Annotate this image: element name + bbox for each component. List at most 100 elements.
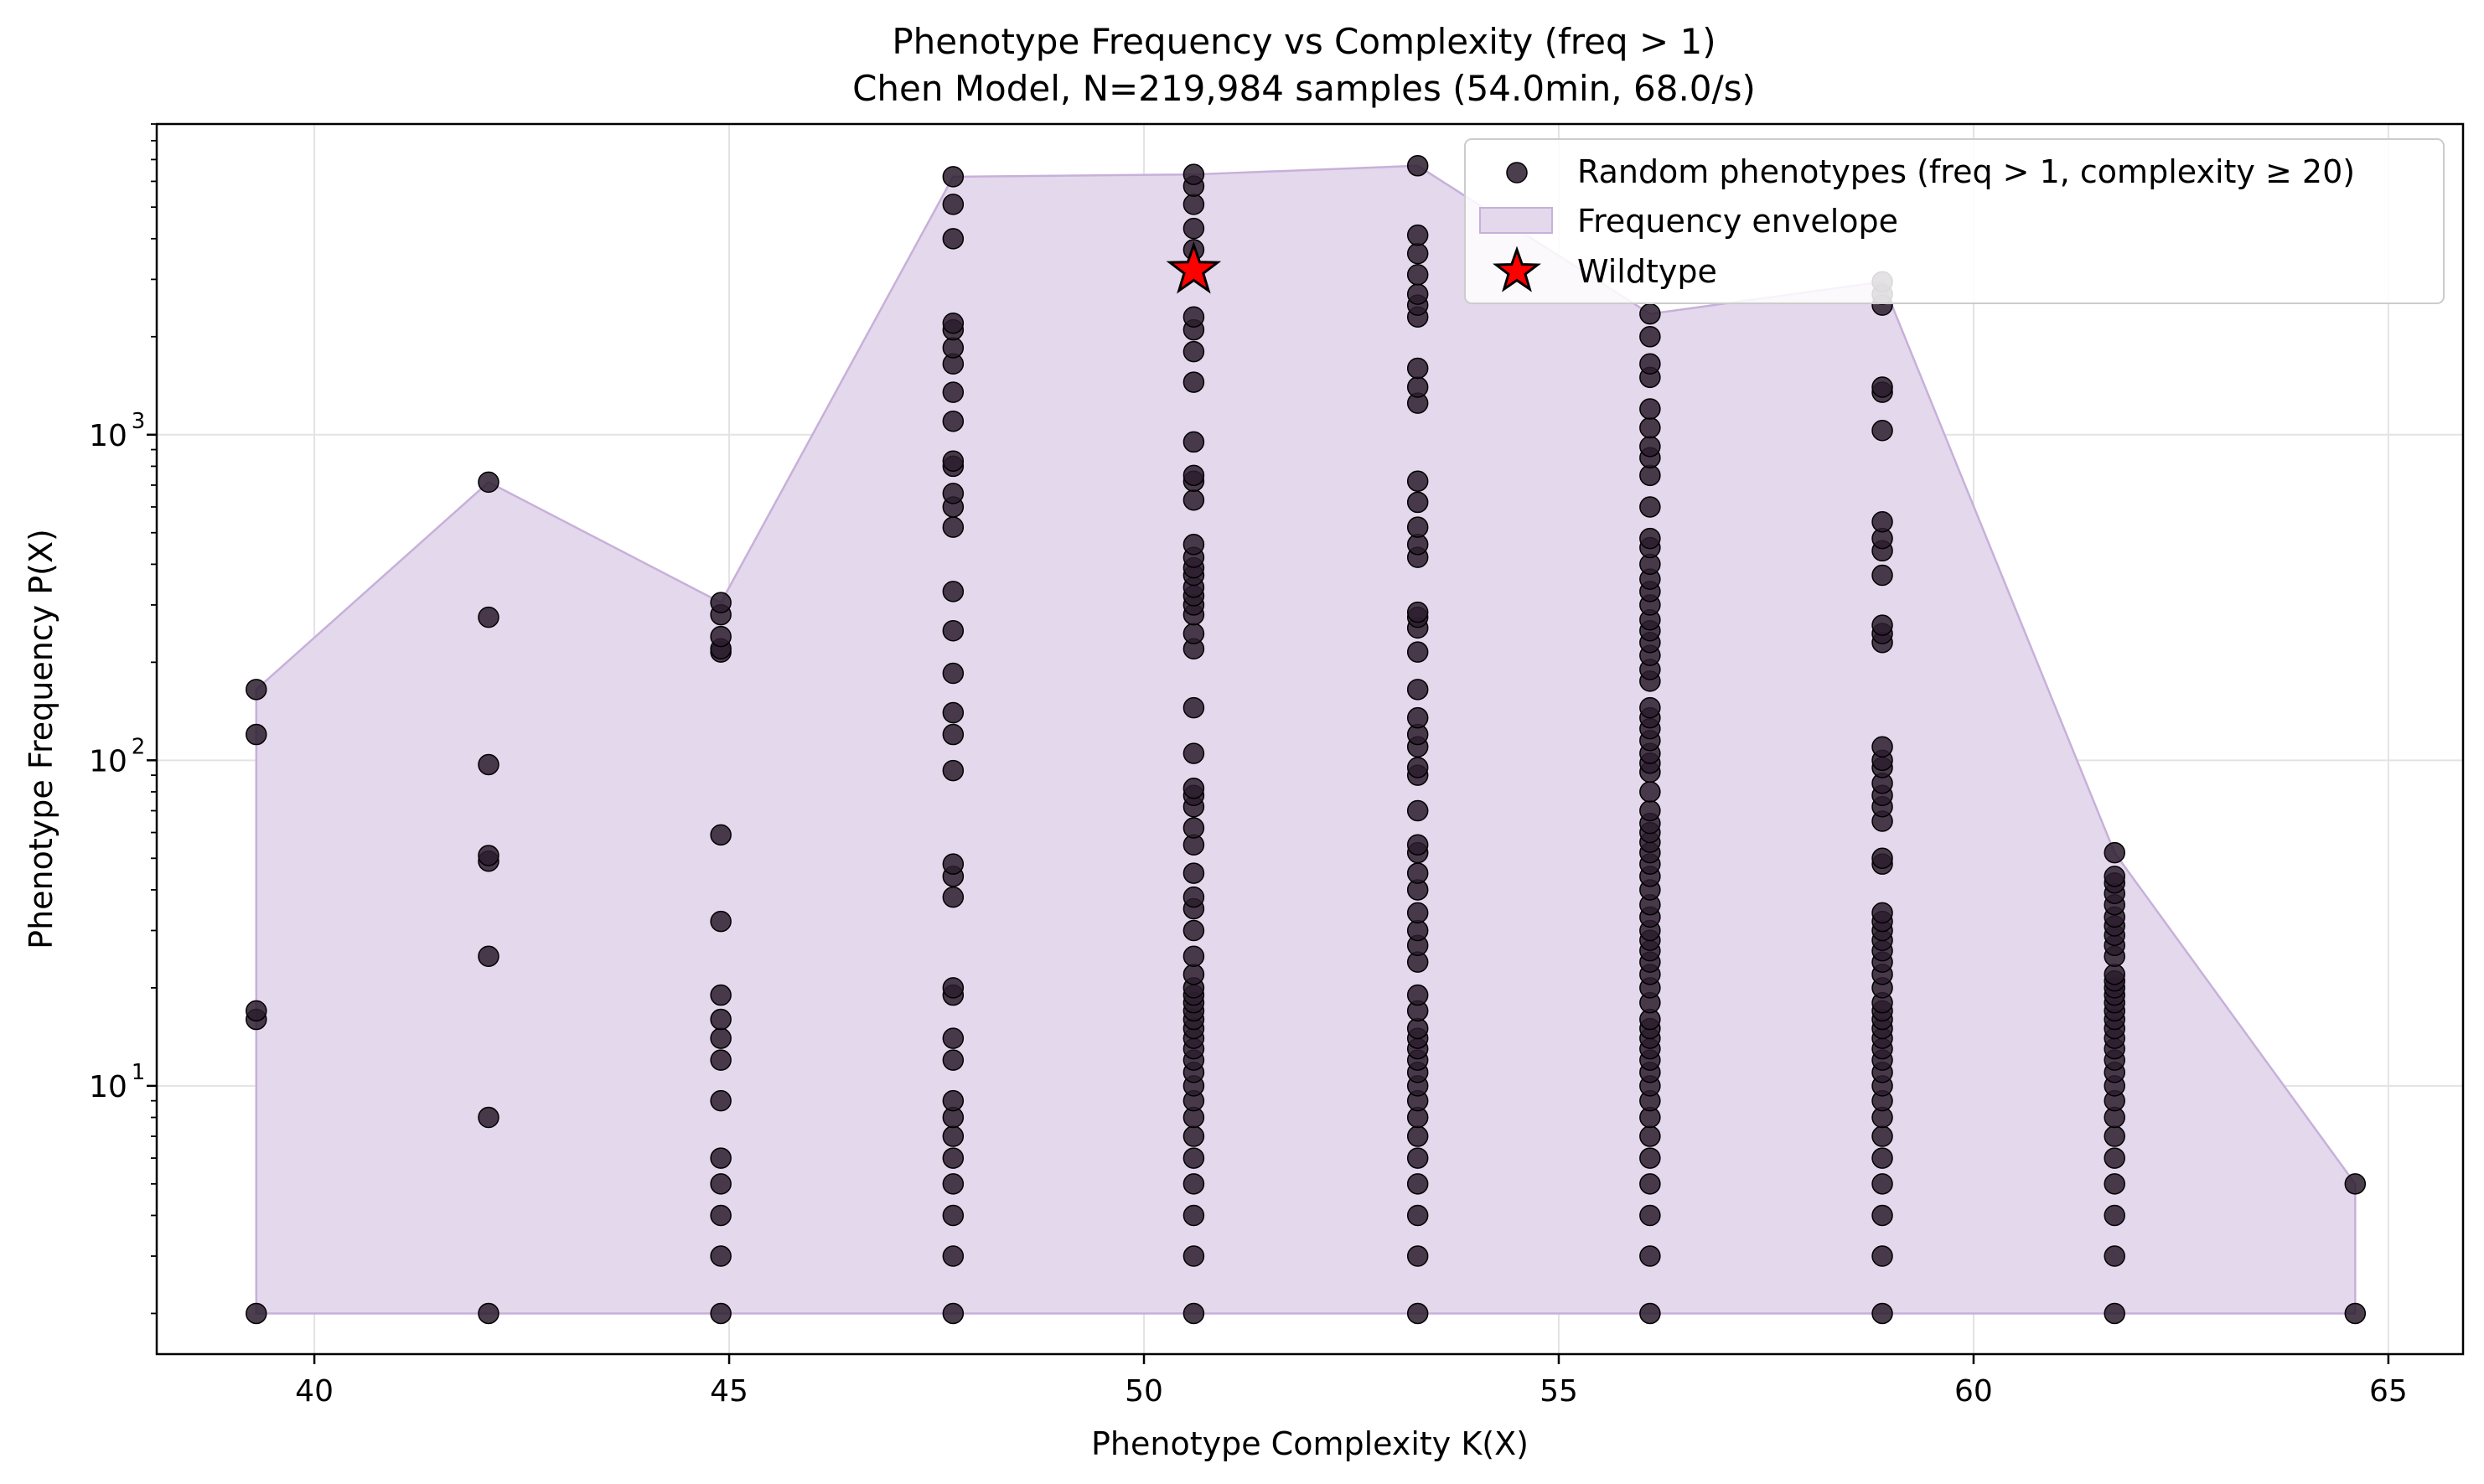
data-point xyxy=(1182,696,1205,719)
data-point xyxy=(2104,1245,2125,1267)
data-point xyxy=(1639,353,1661,375)
data-point xyxy=(1182,817,1205,839)
data-point xyxy=(942,1027,965,1049)
data-point xyxy=(1182,623,1205,644)
data-point xyxy=(1406,470,1429,492)
data-point xyxy=(2104,866,2125,887)
data-point xyxy=(942,337,965,359)
data-point xyxy=(1406,862,1429,884)
wildtype-star xyxy=(1166,240,1222,294)
data-point xyxy=(2104,1125,2125,1147)
data-point xyxy=(942,312,965,334)
data-point xyxy=(1406,679,1429,701)
y-tick-exponent: 1 xyxy=(132,1060,146,1085)
data-point xyxy=(1406,264,1429,286)
frequency-envelope-layer xyxy=(255,164,2357,1315)
x-tick-label: 65 xyxy=(2369,1374,2408,1409)
data-point xyxy=(710,625,732,648)
data-point xyxy=(1406,283,1429,305)
data-point xyxy=(1406,706,1429,729)
data-point xyxy=(710,1147,732,1169)
data-point xyxy=(1182,1173,1205,1195)
data-point xyxy=(942,166,965,188)
data-point xyxy=(942,1049,965,1071)
data-point xyxy=(1182,1204,1205,1227)
legend-points-label: Random phenotypes (freq > 1, complexity … xyxy=(1577,153,2355,190)
data-point xyxy=(2104,1302,2125,1325)
legend-box xyxy=(1464,138,2445,304)
data-point xyxy=(1406,799,1429,822)
data-point xyxy=(1406,984,1429,1006)
data-point xyxy=(942,723,965,746)
data-point xyxy=(1406,224,1429,246)
data-point xyxy=(246,679,267,701)
chart-subtitle: Chen Model, N=219,984 samples (54.0min, … xyxy=(852,68,1756,109)
data-point xyxy=(942,759,965,782)
y-tick-exponent: 2 xyxy=(132,734,146,759)
data-point xyxy=(1871,510,1893,533)
data-point xyxy=(1182,945,1205,968)
data-point xyxy=(1182,217,1205,240)
data-point xyxy=(942,619,965,642)
data-point xyxy=(478,606,499,628)
data-point xyxy=(1639,799,1661,822)
data-point xyxy=(1406,357,1429,380)
data-point xyxy=(710,1204,732,1227)
data-point xyxy=(478,845,499,866)
x-axis-ticks: 40 45 50 55 60 65 xyxy=(295,1354,2408,1409)
data-point xyxy=(1406,155,1429,177)
data-point xyxy=(1406,1125,1429,1147)
data-point xyxy=(710,1049,732,1071)
data-point xyxy=(1871,1125,1893,1147)
data-point xyxy=(1406,491,1429,514)
data-point xyxy=(246,1302,267,1325)
data-point xyxy=(246,1000,267,1022)
legend-envelope-swatch xyxy=(1479,207,1553,234)
data-point xyxy=(1182,194,1205,215)
data-point xyxy=(1182,306,1205,328)
data-point xyxy=(942,1147,965,1169)
data-point xyxy=(1182,1245,1205,1267)
data-point xyxy=(1639,1147,1661,1169)
data-point xyxy=(1406,1204,1429,1227)
data-point xyxy=(1871,1302,1893,1325)
legend-points-marker xyxy=(1506,162,1528,184)
y-tick-label: 10 xyxy=(89,1070,127,1104)
data-point xyxy=(942,1204,965,1227)
data-point xyxy=(942,194,965,215)
data-point xyxy=(1182,886,1205,908)
data-point xyxy=(1639,436,1661,458)
data-point xyxy=(478,1106,499,1129)
data-point xyxy=(2104,964,2125,985)
y-tick-label: 10 xyxy=(89,419,127,453)
data-point xyxy=(1182,431,1205,453)
data-point xyxy=(1406,1245,1429,1267)
data-point xyxy=(1182,919,1205,942)
chart-title: Phenotype Frequency vs Complexity (freq … xyxy=(892,21,1716,62)
data-point xyxy=(1182,489,1205,511)
x-tick-label: 45 xyxy=(710,1374,748,1409)
data-point xyxy=(942,410,965,432)
data-point xyxy=(1639,302,1661,325)
data-point xyxy=(2104,1173,2125,1195)
data-point xyxy=(1406,641,1429,663)
data-point xyxy=(1182,340,1205,363)
data-point xyxy=(2104,1204,2125,1227)
data-point xyxy=(1639,1204,1661,1227)
plot-frame xyxy=(155,122,2465,1356)
data-point xyxy=(710,1089,732,1112)
data-point xyxy=(1406,242,1429,265)
data-point xyxy=(2104,841,2125,864)
data-point xyxy=(478,753,499,776)
data-point xyxy=(1406,1147,1429,1169)
data-point xyxy=(942,381,965,403)
data-point xyxy=(942,450,965,472)
data-point xyxy=(1639,1125,1661,1147)
data-point xyxy=(1406,757,1429,778)
data-point xyxy=(710,1008,732,1031)
data-point xyxy=(1871,614,1893,636)
data-point xyxy=(1406,834,1429,856)
data-point xyxy=(1639,781,1661,803)
frequency-envelope xyxy=(255,164,2357,1315)
